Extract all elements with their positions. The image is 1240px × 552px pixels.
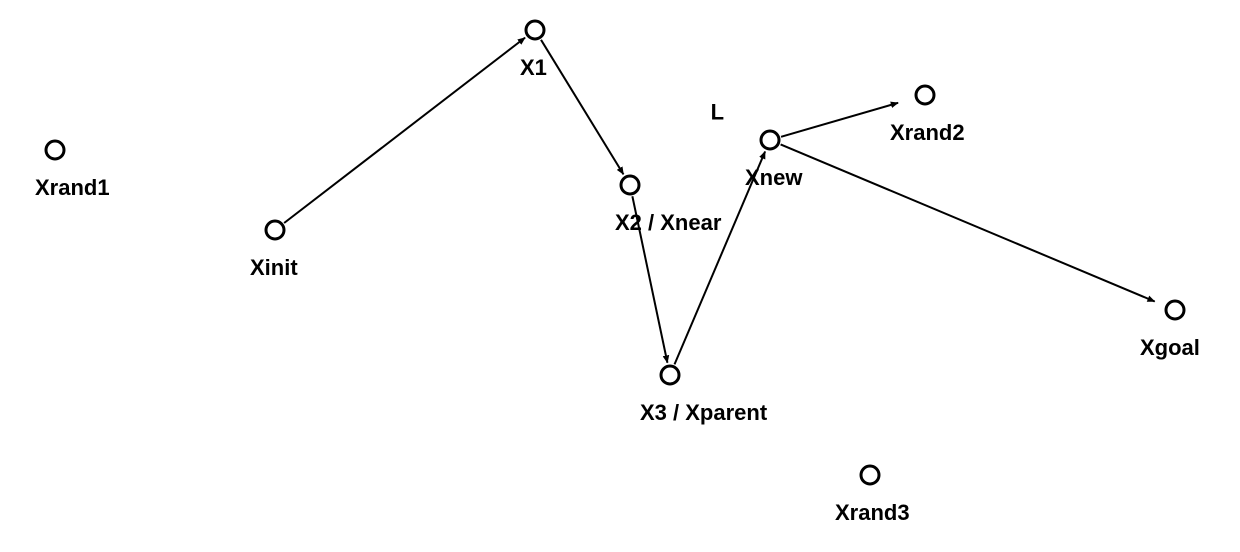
node-xrand2 (916, 86, 934, 104)
node-label-xrand2: Xrand2 (890, 120, 965, 145)
edge-label-xnew-xgoal: L (711, 99, 724, 124)
edge-xinit-x1 (284, 38, 525, 223)
node-xnew (761, 131, 779, 149)
diagram-canvas: L Xrand1 Xinit X1 X2 / Xnear Xnew Xrand2 X3 / X… (0, 0, 1240, 552)
node-label-x3: X3 / Xparent (640, 400, 768, 425)
node-label-xnew: Xnew (745, 165, 803, 190)
edge-x1-x2 (541, 40, 623, 175)
node-label-xrand3: Xrand3 (835, 500, 910, 525)
node-xrand1 (46, 141, 64, 159)
edge-xnew-xgoal (781, 144, 1155, 301)
node-label-xrand1: Xrand1 (35, 175, 110, 200)
edge-xnew-xrand2 (781, 103, 898, 137)
node-x2 (621, 176, 639, 194)
node-x1 (526, 21, 544, 39)
node-label-xinit: Xinit (250, 255, 298, 280)
node-xinit (266, 221, 284, 239)
node-xrand3 (861, 466, 879, 484)
node-label-x1: X1 (520, 55, 547, 80)
node-x3 (661, 366, 679, 384)
node-label-xgoal: Xgoal (1140, 335, 1200, 360)
node-xgoal (1166, 301, 1184, 319)
node-label-x2: X2 / Xnear (615, 210, 722, 235)
nodes-group: Xrand1 Xinit X1 X2 / Xnear Xnew Xrand2 X3 / Xp… (35, 21, 1200, 525)
edges-group: L (284, 38, 1155, 365)
